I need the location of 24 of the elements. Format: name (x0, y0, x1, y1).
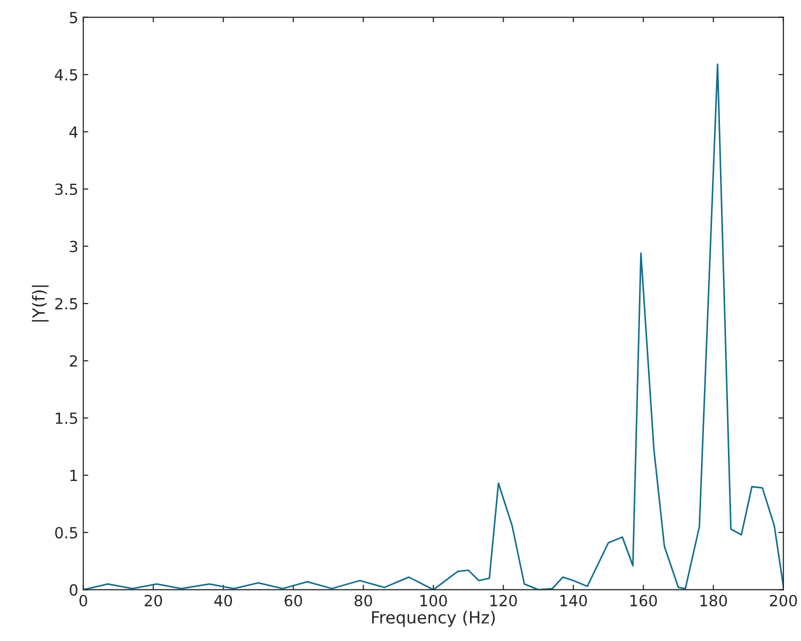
y-tick-label: 1.5 (56, 412, 78, 424)
y-tick-label: 0.5 (55, 526, 78, 538)
y-tick-label: 2.5 (55, 298, 78, 310)
y-tick-label: 1 (70, 470, 78, 482)
x-tick-label: 120 (490, 594, 517, 606)
x-tick-label: 180 (700, 594, 727, 606)
y-tick-label: 4 (69, 126, 78, 138)
y-tick-label: 2 (70, 355, 77, 367)
x-tick-label: 140 (560, 594, 587, 606)
y-tick-label: 3.5 (55, 183, 78, 196)
y-tick-label: 0 (70, 584, 78, 596)
y-axis-title: |Y(f)| (32, 285, 49, 322)
x-tick-label: 80 (354, 594, 372, 606)
x-tick-label: 0 (79, 594, 88, 606)
x-tick-label: 160 (630, 594, 657, 606)
x-axis-title: Frequency (Hz) (372, 610, 495, 627)
y-tick-label: 3 (70, 240, 78, 252)
x-tick-label: 20 (144, 594, 162, 606)
y-tick-label: 4.5 (54, 69, 78, 81)
x-tick-label: 200 (770, 594, 797, 606)
x-tick-label: 60 (284, 594, 302, 606)
x-tick-label: 100 (420, 594, 447, 606)
x-tick-label: 40 (214, 594, 232, 606)
y-tick-label: 5 (70, 12, 78, 24)
